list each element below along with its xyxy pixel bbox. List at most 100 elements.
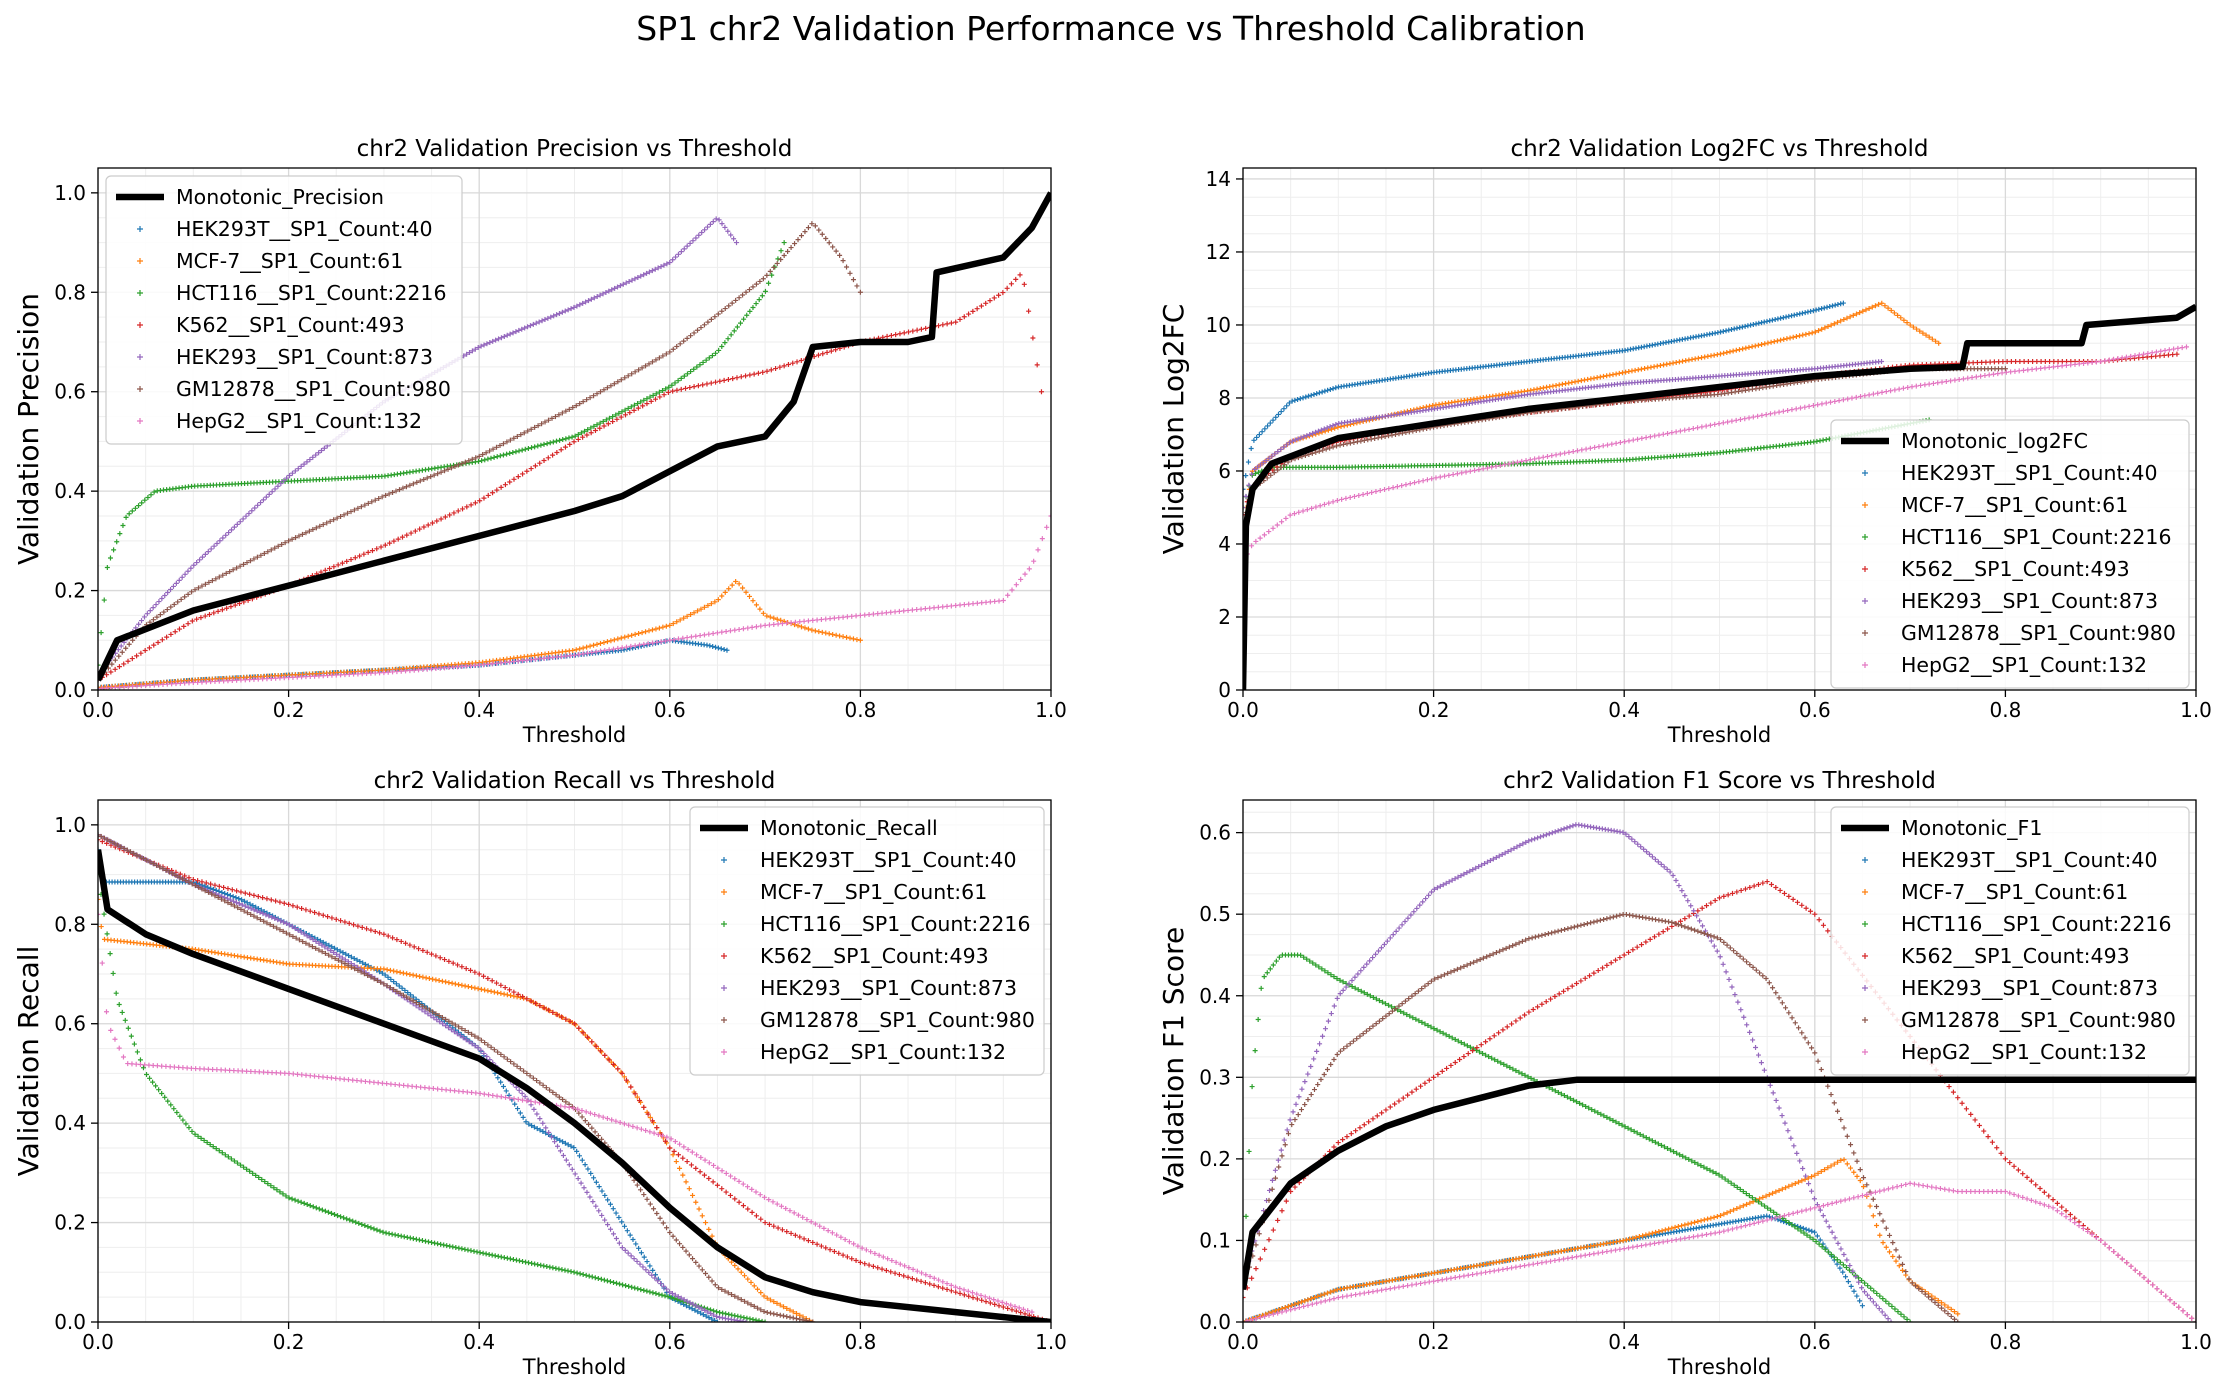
data-point	[826, 240, 832, 246]
data-point	[703, 357, 709, 363]
data-point	[649, 359, 655, 365]
data-point	[1787, 335, 1793, 341]
data-point	[1996, 359, 2002, 365]
data-point	[1739, 324, 1745, 330]
data-point	[1266, 455, 1272, 461]
data-point	[716, 217, 722, 223]
data-point	[156, 682, 162, 688]
data-point	[750, 598, 756, 604]
data-point	[587, 643, 593, 649]
data-point	[620, 281, 626, 287]
data-point	[731, 236, 737, 242]
data-point	[101, 597, 107, 603]
data-point	[688, 333, 694, 339]
data-point	[1970, 360, 1976, 366]
data-point	[437, 665, 443, 671]
data-point	[490, 490, 496, 496]
data-point	[574, 303, 580, 309]
data-point	[383, 492, 389, 498]
data-point	[547, 440, 553, 446]
x-tick-label: 0.6	[654, 698, 686, 722]
legend-label: Monotonic_Precision	[176, 185, 384, 210]
data-point	[1559, 381, 1565, 387]
legend-label: HCT116__SP1_Count:2216	[1901, 525, 2172, 550]
legend-label: HCT116__SP1_Count:2216	[760, 912, 1031, 937]
data-point	[619, 645, 625, 651]
data-point	[327, 565, 333, 571]
data-point	[592, 427, 598, 433]
data-point	[513, 329, 519, 335]
data-point	[940, 604, 946, 610]
data-point	[199, 679, 205, 685]
data-point	[208, 546, 214, 552]
data-point	[953, 319, 959, 325]
data-point	[708, 380, 714, 386]
data-point	[494, 454, 500, 460]
data-point	[802, 625, 808, 631]
data-point	[896, 608, 902, 614]
data-point	[1648, 364, 1654, 370]
data-point	[390, 669, 396, 675]
data-point	[469, 348, 475, 354]
data-point	[608, 638, 614, 644]
data-point	[2025, 358, 2031, 364]
legend: Monotonic_PrecisionHEK293T__SP1_Count:40…	[105, 175, 463, 445]
data-point	[382, 542, 388, 548]
data-point	[653, 357, 659, 363]
panel-title: chr2 Validation Recall vs Threshold	[374, 768, 776, 794]
data-point	[341, 512, 347, 518]
data-point	[732, 627, 738, 633]
data-point	[653, 626, 659, 632]
data-point	[670, 621, 676, 627]
data-point	[1275, 467, 1281, 473]
data-point	[209, 578, 215, 584]
data-point	[683, 385, 689, 391]
data-point	[1761, 319, 1767, 325]
data-point	[606, 288, 612, 294]
data-point	[601, 640, 607, 646]
data-point	[1314, 391, 1320, 397]
data-point	[573, 403, 579, 409]
x-tick-label: 0.2	[1418, 698, 1450, 722]
data-point	[884, 333, 890, 339]
data-point	[1270, 467, 1276, 473]
data-point	[136, 503, 142, 509]
data-point	[781, 252, 787, 258]
data-point	[234, 521, 240, 527]
data-point	[632, 276, 638, 282]
data-point	[614, 416, 620, 422]
data-point	[2055, 358, 2061, 364]
data-point	[211, 543, 217, 549]
data-point	[338, 672, 344, 678]
data-point	[464, 351, 470, 357]
data-point	[516, 327, 522, 333]
data-point	[1304, 433, 1310, 439]
data-point	[849, 613, 855, 619]
data-point	[698, 606, 704, 612]
data-point	[176, 577, 182, 583]
data-point	[533, 320, 539, 326]
data-point	[1642, 366, 1648, 372]
data-point	[1904, 320, 1910, 326]
data-point	[214, 540, 220, 546]
data-point	[674, 619, 680, 625]
data-point	[497, 442, 503, 448]
data-point	[918, 606, 924, 612]
data-point	[918, 326, 924, 332]
data-point	[563, 653, 569, 659]
data-point	[674, 344, 680, 350]
data-point	[1654, 363, 1660, 369]
data-point	[1341, 441, 1346, 447]
data-point	[819, 231, 825, 237]
data-point	[1789, 313, 1795, 319]
data-point	[694, 364, 700, 370]
data-point	[130, 683, 136, 689]
data-point	[161, 609, 167, 615]
data-point	[261, 551, 267, 557]
data-point	[192, 587, 198, 593]
y-tick-label: 4	[1218, 532, 1231, 556]
data-point	[112, 666, 118, 672]
data-point	[504, 439, 510, 445]
data-point	[208, 679, 214, 685]
data-point	[1799, 310, 1805, 316]
